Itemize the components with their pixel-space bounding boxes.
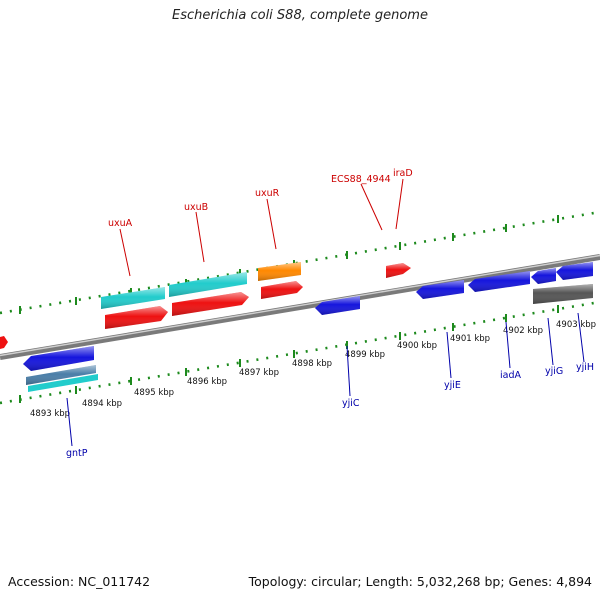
kbp-label: 4895 kbp: [134, 388, 174, 398]
gene-label-uxuB: uxuB: [184, 202, 208, 213]
gene-iraD: [386, 263, 411, 278]
gene-label-yjiE: yjiE: [444, 380, 461, 391]
gene-gntP-blue: [23, 346, 94, 371]
gene-label-iadA: iadA: [500, 370, 521, 381]
gene-yjiH: [556, 262, 593, 280]
kbp-label: 4894 kbp: [82, 399, 122, 409]
reverse-genes: [23, 262, 593, 392]
gene-uxuA-cyan: [101, 287, 165, 309]
genome-backbone: [0, 254, 600, 360]
gene-gray-block: [533, 284, 593, 304]
forward-label-leaders: [119, 178, 404, 277]
gene-label-yjiC: yjiC: [342, 398, 360, 409]
gene-label-ECS88_4944: ECS88_4944: [331, 174, 391, 185]
kbp-label: 4899 kbp: [345, 350, 385, 360]
gene-label-yjiH: yjiH: [576, 362, 594, 373]
gene-yjiG: [531, 268, 556, 284]
kbp-label: 4901 kbp: [450, 334, 490, 344]
kbp-label: 4903 kbp: [556, 320, 596, 330]
gene-uxuR-red: [261, 281, 303, 299]
forward-gene-labels: uxuA uxuB uxuR ECS88_4944 iraD: [108, 168, 413, 229]
gene-gntP-cyan: [28, 374, 98, 392]
reverse-tick-track: [0, 300, 600, 405]
kbp-label: 4900 kbp: [397, 341, 437, 351]
gene-label-uxuR: uxuR: [255, 188, 280, 199]
gene-uxuR-orange: [258, 262, 301, 281]
kbp-label: 4902 kbp: [503, 326, 543, 336]
kbp-labels: 4893 kbp 4894 kbp 4895 kbp 4896 kbp 4897…: [30, 320, 596, 419]
forward-genes: [0, 262, 411, 349]
gene-uxuB-red: [172, 292, 249, 316]
gene-iadA: [468, 271, 530, 292]
kbp-label: 4898 kbp: [292, 359, 332, 369]
accession-label: Accession: NC_011742: [8, 574, 151, 589]
gene-uxuB-cyan: [169, 272, 247, 297]
gene-gntP-steel: [26, 365, 96, 385]
gene-yjiC: [315, 296, 360, 315]
gene-label-iraD: iraD: [393, 168, 413, 179]
reverse-gene-labels: gntP yjiC yjiE iadA yjiG yjiH: [66, 362, 594, 459]
kbp-label: 4896 kbp: [187, 377, 227, 387]
genome-summary: Topology: circular; Length: 5,032,268 bp…: [248, 574, 592, 589]
gene-arrow-partial-left: [0, 336, 8, 349]
forward-tick-track: [0, 210, 600, 315]
gene-uxuA-red: [105, 306, 168, 329]
gene-yjiE: [416, 280, 464, 299]
gene-label-yjiG: yjiG: [545, 366, 563, 377]
map-title: Escherichia coli S88, complete genome: [172, 8, 428, 23]
kbp-label: 4893 kbp: [30, 409, 70, 419]
kbp-label: 4897 kbp: [239, 368, 279, 378]
gene-label-uxuA: uxuA: [108, 218, 133, 229]
reverse-label-leaders: [66, 312, 585, 447]
gene-label-gntP: gntP: [66, 448, 88, 459]
